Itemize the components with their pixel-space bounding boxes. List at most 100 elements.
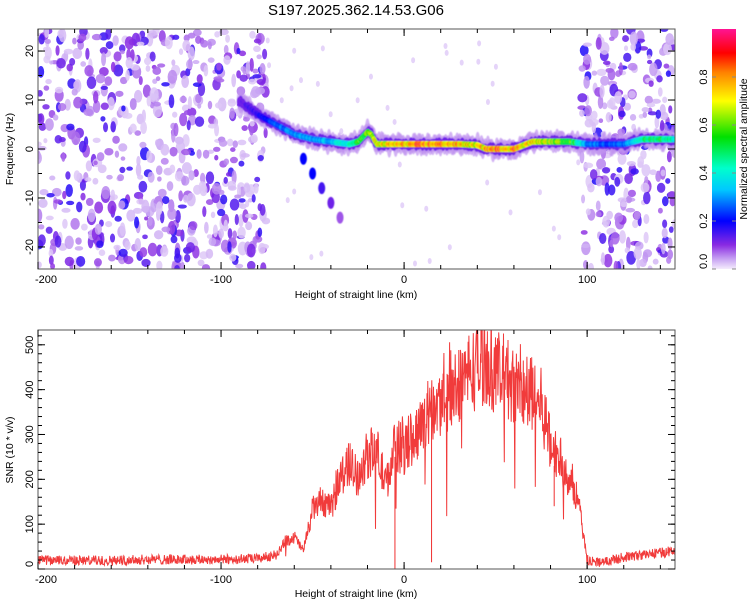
noise-blob [38, 141, 42, 147]
noise-blob [104, 147, 114, 156]
noise-blob [57, 102, 67, 111]
noise-blob [103, 122, 109, 133]
noise-blob [76, 255, 86, 267]
noise-blob [152, 66, 162, 76]
noise-blob [240, 153, 250, 158]
noise-blob [168, 94, 175, 109]
noise-blob [261, 217, 271, 225]
noise-blob [245, 61, 251, 75]
colorbar-tick-label: 0.8 [698, 69, 710, 84]
noise-blob [144, 216, 149, 221]
noise-blob [637, 156, 645, 168]
noise-blob [236, 47, 241, 55]
noise-blob [355, 97, 360, 104]
noise-blob [168, 220, 176, 235]
noise-blob [477, 40, 482, 47]
noise-blob [179, 261, 186, 269]
noise-blob [229, 156, 238, 164]
y-tick-label: 200 [24, 470, 36, 488]
noise-blob [223, 158, 230, 166]
noise-blob [227, 99, 237, 107]
noise-blob [625, 236, 631, 251]
noise-blob [172, 34, 180, 40]
noise-blob [52, 114, 59, 121]
noise-blob [172, 111, 178, 118]
noise-blob [663, 63, 670, 69]
noise-blob [142, 234, 148, 240]
noise-blob [149, 51, 156, 62]
noise-blob [238, 50, 247, 57]
noise-blob [105, 41, 114, 50]
noise-blob [626, 161, 636, 167]
noise-blob [639, 258, 647, 268]
noise-blob [99, 67, 109, 77]
noise-blob [38, 261, 42, 269]
noise-blob [119, 50, 125, 55]
noise-blob [129, 123, 137, 133]
noise-blob [65, 184, 73, 197]
noise-blob [178, 48, 184, 55]
noise-blob [257, 227, 263, 238]
noise-blob [187, 96, 192, 110]
noise-blob [385, 104, 390, 111]
noise-blob [604, 182, 610, 196]
noise-blob [75, 237, 82, 245]
noise-blob [38, 34, 45, 45]
noise-blob [161, 226, 171, 233]
noise-blob [66, 200, 75, 206]
noise-blob [596, 158, 607, 170]
noise-blob [120, 156, 126, 161]
noise-blob [158, 30, 166, 43]
noise-blob [630, 168, 639, 175]
noise-blob [595, 176, 603, 187]
noise-blob [121, 105, 126, 112]
noise-blob [92, 137, 101, 143]
colorbar-tick-label: 0.2 [698, 213, 710, 228]
noise-blob [265, 37, 270, 44]
noise-blob [98, 249, 106, 257]
noise-blob [92, 100, 101, 114]
noise-blob [256, 54, 262, 60]
noise-blob [665, 33, 674, 46]
noise-blob [661, 242, 666, 255]
noise-blob [186, 192, 196, 207]
noise-blob [186, 59, 193, 70]
noise-blob [599, 84, 605, 99]
noise-blob [152, 103, 163, 118]
noise-blob [175, 229, 184, 237]
noise-blob [38, 145, 47, 151]
noise-blob [38, 90, 43, 97]
noise-blob [260, 262, 267, 269]
noise-blob [80, 61, 87, 67]
noise-blob [62, 218, 68, 229]
noise-blob [169, 164, 176, 174]
noise-blob [625, 207, 636, 213]
noise-blob [610, 29, 619, 39]
noise-blob [101, 52, 107, 67]
noise-blob [578, 65, 586, 72]
noise-blob [72, 47, 83, 60]
noise-blob [110, 121, 116, 133]
noise-blob [623, 45, 629, 51]
noise-blob [368, 73, 373, 80]
noise-blob [93, 90, 99, 104]
noise-blob [119, 166, 126, 174]
noise-blob [160, 245, 169, 257]
noise-blob [195, 93, 202, 104]
snr-x-label: Height of straight line (km) [295, 588, 418, 600]
noise-blob [185, 242, 195, 253]
noise-blob [114, 150, 120, 158]
noise-blob [246, 260, 256, 269]
noise-blob [146, 150, 153, 163]
noise-blob [108, 254, 116, 262]
noise-blob [609, 239, 614, 248]
noise-blob [218, 228, 224, 239]
noise-blob [171, 59, 176, 66]
noise-blob [49, 60, 54, 65]
noise-blob [614, 212, 624, 223]
noise-blob [647, 54, 652, 60]
noise-blob [249, 125, 254, 136]
noise-region-0 [38, 29, 271, 269]
noise-blob [241, 125, 248, 131]
noise-blob [657, 207, 663, 214]
